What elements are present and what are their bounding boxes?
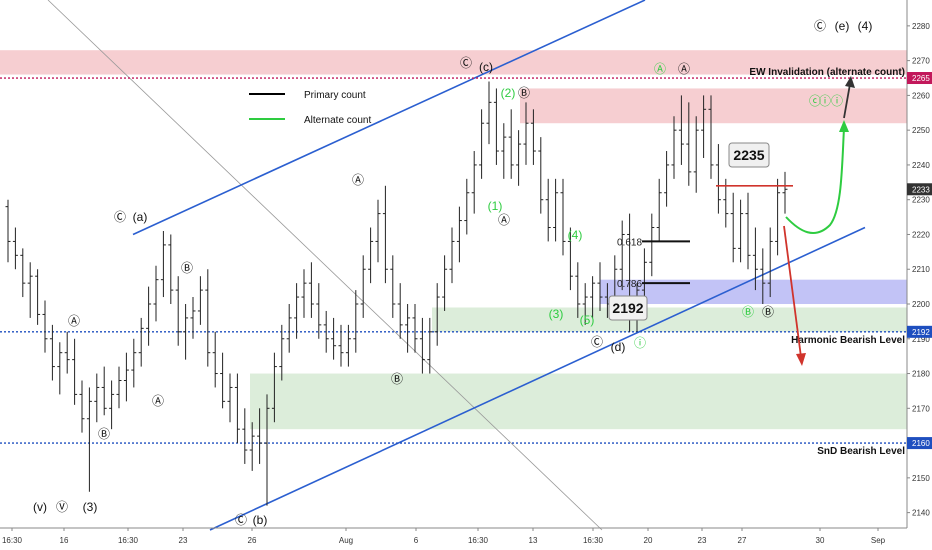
wave-label-7: (d)	[611, 340, 626, 354]
primary-projection-arrowhead	[845, 76, 855, 88]
x-tick-label-8: 13	[529, 536, 538, 545]
wave-label-5: (c)	[479, 60, 493, 74]
wave-label-11: (3)	[83, 500, 98, 514]
wave-label-30: (5)	[580, 313, 595, 327]
wave-label-28: (3)	[549, 307, 564, 321]
wave-label-15: Ⓑ	[181, 261, 193, 275]
x-tick-label-1: 16	[60, 536, 69, 545]
level-label-2: SnD Bearish Level	[817, 446, 905, 457]
x-tick-label-13: 30	[816, 536, 825, 545]
alternate-projection-arrowhead	[839, 120, 849, 132]
bearish-projection-arrowhead	[796, 353, 806, 366]
price-badge-label-2: 2192	[912, 328, 930, 337]
price-badge-3	[907, 437, 932, 450]
wave-label-14: Ⓐ	[68, 314, 80, 328]
y-tick-label-9: 2230	[912, 196, 930, 205]
x-tick-label-2: 16:30	[118, 536, 139, 545]
wave-label-29: (4)	[568, 228, 583, 242]
wave-label-20: Ⓐ	[498, 213, 510, 227]
zone-supply-0	[0, 50, 907, 75]
level-label-0: EW Invalidation (alternate count)	[749, 67, 905, 78]
wave-label-26: (1)	[488, 199, 503, 213]
zone-supply-1	[520, 88, 907, 124]
price-badge-0	[907, 72, 932, 85]
y-tick-label-5: 2190	[912, 335, 930, 344]
y-tick-label-4: 2180	[912, 370, 930, 379]
x-tick-label-4: 26	[248, 536, 257, 545]
wave-label-25: Ⓑ	[742, 305, 754, 319]
y-tick-label-8: 2220	[912, 230, 930, 239]
wave-label-2: Ⓒ	[235, 513, 247, 527]
wave-label-24: Ⓑ	[762, 305, 774, 319]
y-tick-label-3: 2170	[912, 404, 930, 413]
wave-label-22: Ⓐ	[678, 62, 690, 76]
zone-demand-3	[250, 373, 907, 430]
price-badge-label-0: 2265	[912, 74, 930, 83]
y-tick-label-7: 2210	[912, 265, 930, 274]
x-tick-label-12: 27	[738, 536, 747, 545]
wave-label-27: (2)	[501, 86, 516, 100]
x-tick-label-5: Aug	[339, 536, 353, 545]
wave-label-3: (b)	[253, 513, 268, 527]
wave-label-16: Ⓐ	[152, 394, 164, 408]
wave-label-13: Ⓥ	[56, 500, 68, 514]
fib-label-1: 0.786	[617, 279, 642, 290]
diagonal-line	[47, 0, 603, 531]
price-badge-label-3: 2160	[912, 439, 930, 448]
legend-label-0: Primary count	[304, 90, 366, 101]
primary-projection-path	[843, 83, 851, 119]
x-tick-label-9: 16:30	[583, 536, 604, 545]
wave-label-23: Ⓐ	[654, 62, 666, 76]
x-tick-label-0: 16:30	[2, 536, 23, 545]
price-callout-box-0	[728, 142, 770, 168]
x-tick-label-10: 20	[644, 536, 653, 545]
y-tick-label-1: 2150	[912, 474, 930, 483]
wave-label-32: ⓒ	[809, 94, 821, 108]
level-label-1: Harmonic Bearish Level	[791, 335, 905, 346]
x-tick-label-14: Sep	[871, 536, 886, 545]
upper-channel-line	[132, 0, 646, 236]
price-axis-panel	[907, 0, 932, 550]
y-tick-label-12: 2260	[912, 91, 930, 100]
y-tick-label-6: 2200	[912, 300, 930, 309]
fib-label-0: 0.618	[617, 237, 642, 248]
price-badge-1	[907, 183, 932, 196]
wave-label-1: (a)	[133, 210, 148, 224]
wave-label-19: Ⓑ	[391, 372, 403, 386]
wave-label-12: (v)	[33, 500, 47, 514]
y-tick-label-14: 2280	[912, 22, 930, 31]
wave-label-21: Ⓑ	[518, 86, 530, 100]
zone-demand-2	[432, 307, 907, 332]
wave-label-18: Ⓐ	[352, 173, 364, 187]
y-tick-label-11: 2250	[912, 126, 930, 135]
y-tick-label-0: 2140	[912, 509, 930, 518]
wave-label-8: Ⓒ	[814, 19, 826, 33]
bearish-projection-path	[783, 225, 802, 358]
alternate-projection-path	[785, 127, 845, 235]
price-badge-2	[907, 325, 932, 338]
price-badge-label-1: 2233	[912, 185, 930, 194]
legend-label-1: Alternate count	[304, 115, 371, 126]
x-tick-label-6: 6	[414, 536, 419, 545]
wave-label-10: (4)	[858, 19, 873, 33]
x-tick-label-7: 16:30	[468, 536, 489, 545]
wave-label-0: Ⓒ	[114, 210, 126, 224]
price-callout-label-1: 2192	[612, 300, 643, 316]
y-tick-label-13: 2270	[912, 57, 930, 66]
wave-label-31: ⓘ	[634, 336, 646, 350]
wave-label-9: (e)	[835, 19, 850, 33]
price-callout-box-1	[608, 295, 648, 321]
wave-label-17: Ⓑ	[98, 427, 110, 441]
wave-label-4: Ⓒ	[460, 56, 472, 70]
x-tick-label-11: 23	[698, 536, 707, 545]
wave-label-33: ⓘⓘ	[819, 94, 843, 108]
price-callout-label-0: 2235	[733, 147, 764, 163]
wave-label-6: Ⓒ	[591, 335, 603, 349]
x-tick-label-3: 23	[179, 536, 188, 545]
y-tick-label-10: 2240	[912, 161, 930, 170]
